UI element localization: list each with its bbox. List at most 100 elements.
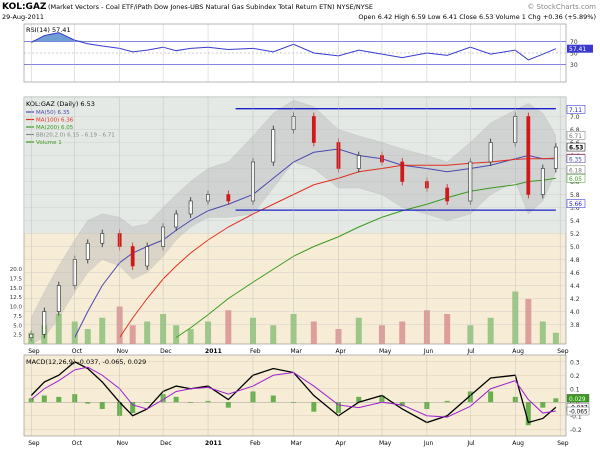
price-marker-box <box>566 174 586 183</box>
month-axis-label-bottom: Oct <box>72 440 83 447</box>
volume-bar <box>55 314 62 344</box>
month-axis-label: Sep <box>557 348 569 355</box>
candle-body <box>100 233 105 244</box>
legend-entry: MA(50) 6.35 <box>36 110 70 116</box>
price-tick-label: 4.8 <box>570 257 580 264</box>
macd-value-label: 0.029 <box>569 397 586 403</box>
macd-histogram-bar <box>488 391 494 403</box>
price-marker-label: 6.05 <box>569 177 582 183</box>
price-tick-label: 6.8 <box>570 127 580 134</box>
moving-average-line <box>119 157 556 338</box>
moving-average-line <box>175 177 556 338</box>
price-marker-label: 7.11 <box>569 108 582 114</box>
volume-bar <box>129 325 136 344</box>
macd-histogram-bar <box>540 402 546 408</box>
macd-histogram-bar <box>525 402 531 426</box>
macd-tick-label: -0.1 <box>570 413 582 420</box>
month-axis-label: Aug <box>512 348 524 355</box>
month-axis-label-bottom: Nov <box>117 440 129 447</box>
volume-tick-label: 5.0 <box>13 323 22 329</box>
volume-bar <box>187 329 194 344</box>
rsi-panel-frame <box>23 23 567 83</box>
volume-tick-label: 17.5 <box>10 276 23 282</box>
chart-watermark: © StockCharts.com <box>527 3 596 11</box>
month-axis-label-bottom: Sep <box>557 440 569 447</box>
price-tick-label: 3.8 <box>570 322 580 329</box>
price-marker-label: 6.53 <box>569 146 583 152</box>
price-title: KOL:GAZ (Daily) 6.53 <box>26 100 95 108</box>
macd-tick-label: 0.3 <box>570 359 580 366</box>
macd-histogram-bar <box>188 402 194 403</box>
macd-histogram-bar <box>99 402 105 409</box>
volume-bar <box>173 325 180 344</box>
volume-bar <box>399 321 406 344</box>
price-tick-label: 4.0 <box>570 309 580 316</box>
candle-body <box>226 194 231 202</box>
macd-tick-label: 0.1 <box>570 386 580 393</box>
candle-body <box>145 246 150 267</box>
chart-symbol: KOL:GAZ <box>2 2 47 12</box>
rsi-overbought-fill <box>31 32 88 42</box>
price-tick-label: 4.6 <box>570 270 580 277</box>
candle-body <box>526 116 531 195</box>
month-axis-label-bottom: Jul <box>466 440 475 447</box>
macd-histogram-bar <box>56 396 62 403</box>
chart-description: (Market Vectors - Coal ETF/iPath Dow Jon… <box>48 3 373 11</box>
candle-body <box>271 129 276 163</box>
month-axis-label-bottom: Dec <box>160 440 172 447</box>
candle-body <box>311 116 316 143</box>
rsi-last-value-box <box>567 44 593 53</box>
price-marker-label: 6.71 <box>569 134 582 140</box>
price-tick-label: 5.4 <box>570 218 580 225</box>
macd-histogram-bar <box>270 395 276 403</box>
month-axis-label: Jul <box>466 348 475 355</box>
macd-histogram-bar <box>130 402 136 414</box>
price-tick-label: 5.2 <box>570 231 580 238</box>
candle-body <box>553 146 558 169</box>
month-axis-label-bottom: Feb <box>250 440 261 447</box>
macd-value-box <box>566 394 590 403</box>
month-axis-label: Apr <box>335 348 346 355</box>
month-axis-label-bottom: Jun <box>423 440 434 447</box>
volume-bar <box>144 321 151 344</box>
macd-histogram-bar <box>444 400 450 403</box>
rsi-tick-label: 50 <box>570 51 578 58</box>
volume-bar <box>525 299 532 344</box>
volume-bar <box>552 332 559 344</box>
candle-body <box>42 311 47 335</box>
volume-tick-label: 12.5 <box>10 295 23 301</box>
price-tick-label: 4.4 <box>570 283 580 290</box>
month-axis-label: Feb <box>250 348 261 355</box>
volume-tick-label: 20.0 <box>10 267 23 273</box>
rsi-tick-label: 70 <box>570 39 578 46</box>
volume-bar <box>539 321 546 344</box>
macd-histogram-bar <box>85 402 91 404</box>
candle-body <box>56 285 61 312</box>
price-marker-label: 6.35 <box>569 157 582 163</box>
price-tick-label: 5.8 <box>570 192 580 199</box>
candle-body <box>130 246 135 267</box>
price-tick-label: 4.2 <box>570 296 580 303</box>
price-marker-box <box>566 199 586 208</box>
macd-tick-label: -0.2 <box>570 427 582 434</box>
month-axis-label: Jun <box>423 348 434 355</box>
volume-bar <box>225 310 232 344</box>
macd-histogram-bar <box>399 402 405 407</box>
legend-entry: BB(20,2.0) 6.15 - 6.19 - 6.71 <box>36 133 115 139</box>
month-axis-label: Mar <box>291 348 303 355</box>
macd-histogram-bar <box>553 398 559 403</box>
macd-value-box <box>566 406 590 416</box>
macd-histogram-bar <box>173 396 179 403</box>
month-axis-label: 2011 <box>205 348 222 355</box>
candle-body <box>174 213 179 228</box>
legend-entry: Volume 1 <box>36 140 62 146</box>
candle-body <box>85 242 90 260</box>
price-tick-label: 5.0 <box>570 244 580 251</box>
volume-bar <box>487 317 494 344</box>
month-axis-label-bottom: Apr <box>335 440 346 447</box>
price-tick-label: 7.0 <box>570 114 580 121</box>
rsi-last-value-label: 57.41 <box>569 46 586 53</box>
volume-tick-label: 10.0 <box>10 305 23 311</box>
